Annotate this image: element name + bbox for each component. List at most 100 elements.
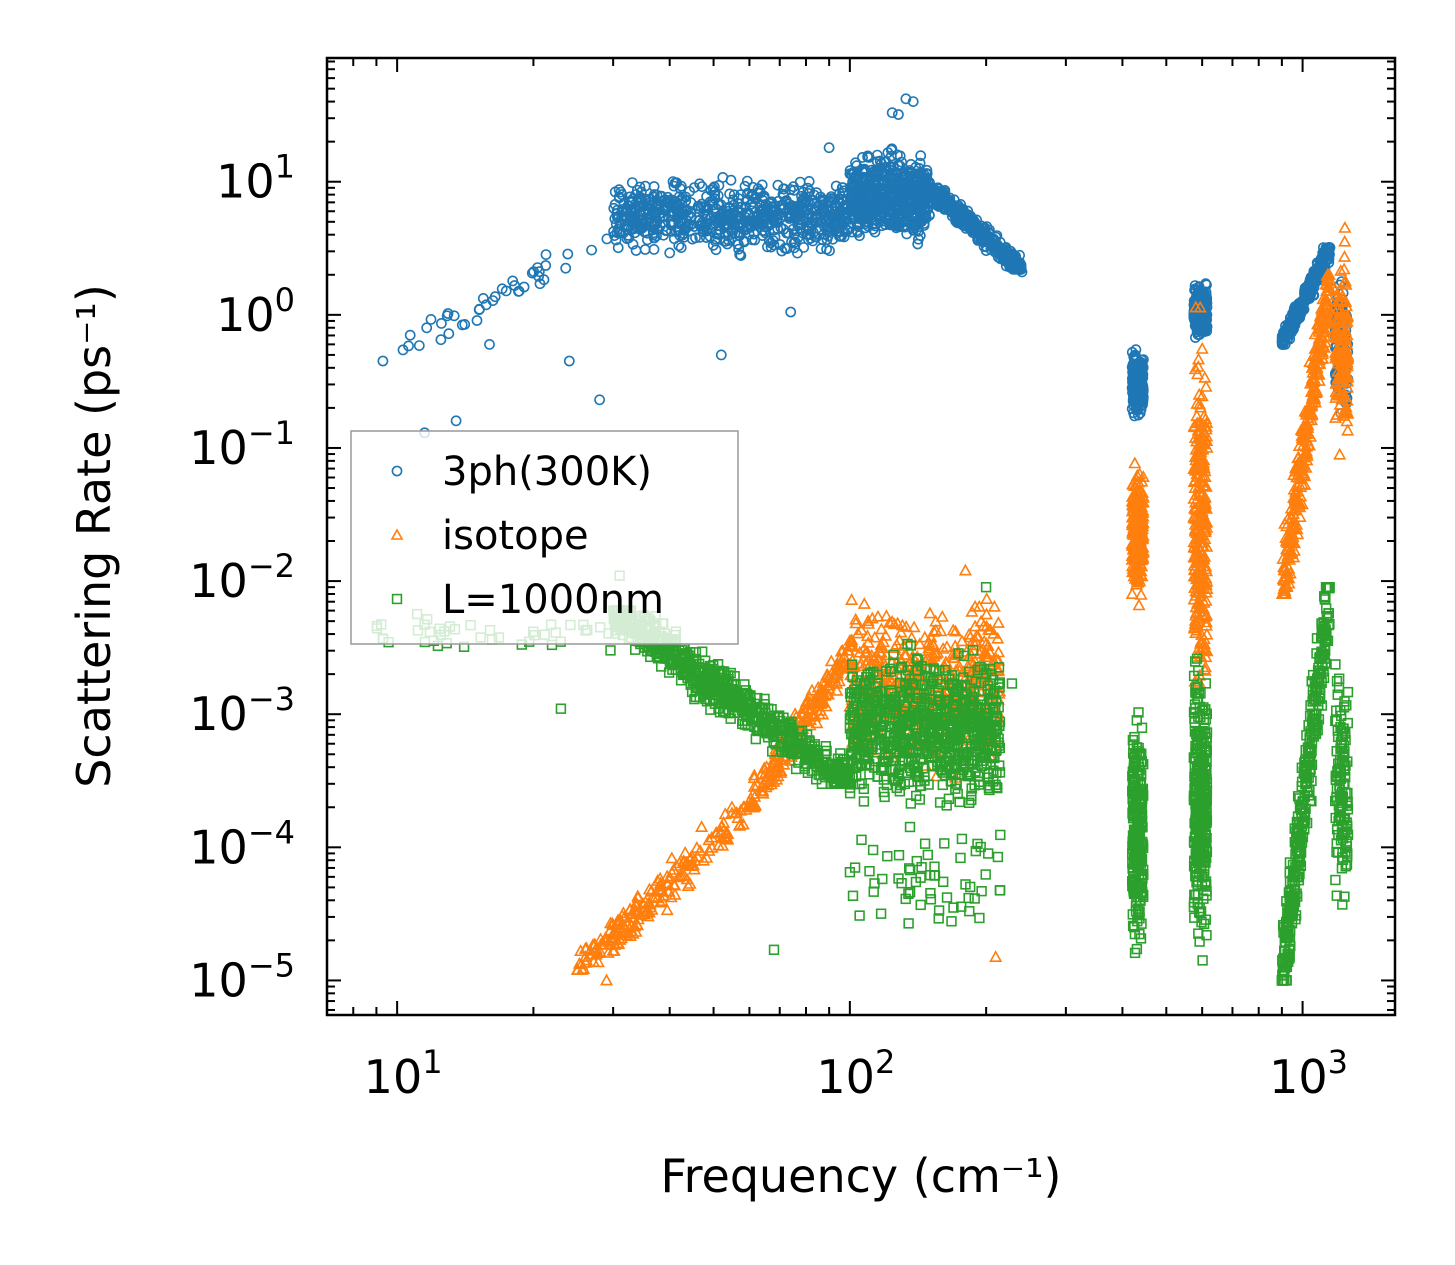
data-point — [404, 329, 416, 341]
data-point — [759, 207, 770, 218]
data-point — [778, 190, 790, 202]
data-point — [871, 208, 883, 220]
data-point — [854, 230, 865, 242]
data-point — [675, 242, 687, 253]
data-point — [610, 234, 622, 246]
data-point — [748, 202, 759, 213]
data-point — [772, 179, 784, 191]
data-point — [880, 161, 892, 173]
data-point — [644, 193, 656, 205]
data-point — [448, 310, 460, 322]
data-point — [435, 334, 447, 346]
data-point — [534, 278, 546, 290]
data-point — [811, 187, 822, 199]
data-point — [815, 199, 826, 211]
data-point — [613, 191, 625, 203]
data-point — [693, 215, 704, 227]
data-point — [611, 211, 623, 223]
data-point — [903, 168, 915, 180]
data-point — [896, 156, 907, 168]
data-point — [739, 201, 751, 213]
data-point — [885, 203, 897, 215]
data-point — [650, 200, 662, 212]
data-point — [609, 213, 621, 225]
data-point — [678, 204, 690, 216]
data-point — [513, 285, 525, 297]
data-point — [866, 186, 878, 198]
data-point — [778, 223, 789, 235]
data-point — [757, 205, 768, 217]
data-point — [748, 228, 760, 240]
data-point — [636, 186, 647, 198]
data-point — [857, 151, 868, 163]
data-point — [540, 249, 552, 260]
data-point — [847, 182, 859, 193]
data-point — [848, 167, 859, 179]
data-point — [668, 180, 680, 192]
data-point — [811, 216, 823, 228]
data-point — [847, 177, 859, 189]
data-point — [724, 188, 735, 200]
data-point — [837, 219, 848, 231]
data-point — [615, 225, 626, 237]
data-point — [652, 223, 664, 235]
data-point — [914, 157, 926, 169]
data-point — [442, 308, 454, 319]
data-point — [879, 184, 891, 196]
data-points — [371, 93, 1355, 986]
data-point — [413, 340, 425, 351]
data-point — [780, 195, 792, 207]
data-point — [752, 216, 764, 227]
data-point — [623, 232, 635, 244]
data-point — [664, 247, 676, 259]
data-point — [709, 186, 721, 198]
data-point — [742, 221, 754, 233]
data-point — [700, 200, 711, 212]
data-point — [808, 189, 820, 201]
data-point — [811, 231, 822, 243]
data-point — [770, 211, 782, 223]
data-point — [397, 344, 409, 356]
data-point — [733, 243, 745, 255]
data-point — [471, 315, 483, 326]
data-point — [704, 231, 716, 242]
data-point — [734, 227, 746, 239]
data-point — [473, 304, 485, 316]
data-point — [586, 244, 597, 256]
data-point — [885, 150, 897, 162]
data-point — [709, 181, 720, 193]
data-point — [701, 225, 713, 237]
data-point — [694, 219, 706, 231]
data-point — [812, 209, 823, 221]
data-point — [704, 213, 716, 224]
data-point — [913, 233, 924, 245]
data-point — [612, 223, 624, 235]
data-point — [915, 150, 927, 162]
data-point — [732, 238, 743, 250]
data-point — [615, 186, 627, 198]
data-point — [721, 238, 733, 250]
data-point — [443, 328, 455, 340]
data-point — [869, 179, 881, 191]
data-point — [702, 210, 714, 222]
data-point — [765, 197, 776, 209]
data-point — [882, 147, 894, 158]
data-point — [694, 178, 705, 190]
data-point — [741, 175, 753, 187]
data-point — [894, 218, 905, 230]
data-point — [785, 201, 797, 213]
data-point — [496, 283, 508, 295]
data-point — [821, 243, 832, 255]
data-point — [717, 171, 729, 183]
data-point — [893, 191, 904, 203]
data-point — [905, 197, 916, 209]
data-point — [694, 231, 706, 243]
data-point — [629, 210, 641, 221]
data-point — [696, 181, 708, 192]
data-point — [830, 180, 842, 192]
data-point — [861, 207, 872, 219]
series-0 — [377, 93, 1354, 439]
data-point — [774, 239, 786, 250]
data-point — [806, 216, 817, 228]
